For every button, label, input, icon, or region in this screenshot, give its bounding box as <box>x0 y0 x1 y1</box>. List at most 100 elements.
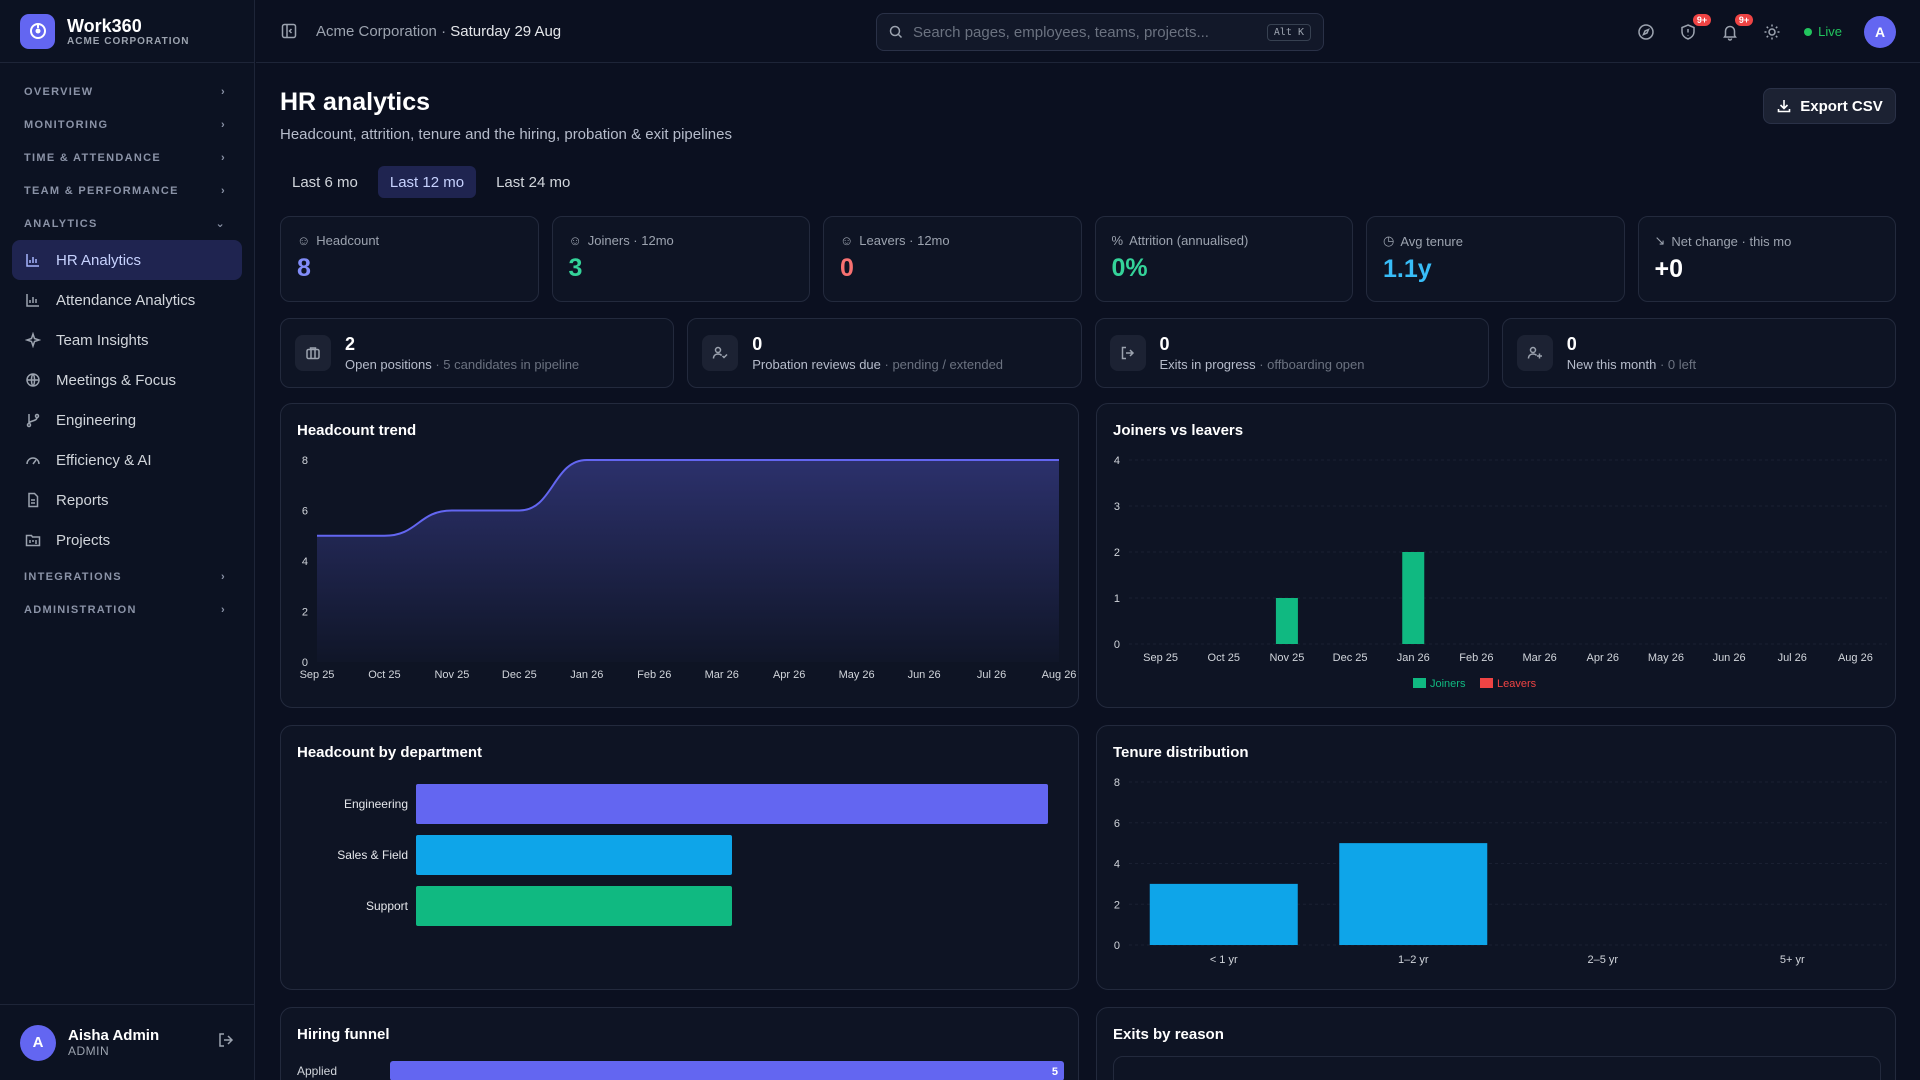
sidebar-item-efficiency-ai[interactable]: Efficiency & AI <box>12 440 242 480</box>
chevron-down-icon: ⌄ <box>215 218 226 230</box>
y-tick-label: 0 <box>1114 639 1120 651</box>
sidebar-item-engineering[interactable]: Engineering <box>12 400 242 440</box>
chevron-right-icon: › <box>221 85 226 98</box>
pipeline-note: · pending / extended <box>880 357 1004 372</box>
compass-icon[interactable] <box>1636 22 1656 42</box>
sparkles-icon <box>24 331 42 349</box>
x-tick-label: Apr 26 <box>773 669 805 681</box>
sidebar-item-meetings-focus[interactable]: Meetings & Focus <box>12 360 242 400</box>
sidebar: Work360 ACME CORPORATION OVERVIEW › MONIT… <box>0 0 255 1080</box>
sidebar-item-team-insights[interactable]: Team Insights <box>12 320 242 360</box>
alerts-badge: 9+ <box>1692 13 1712 26</box>
bar-chart-icon <box>24 251 42 269</box>
sidebar-item-label: Efficiency & AI <box>56 451 152 469</box>
pipeline-label: Probation reviews due <box>752 357 881 372</box>
sidebar-nav: OVERVIEW › MONITORING › TIME & ATTENDANCE ›… <box>0 63 254 626</box>
user-name: Aisha Admin <box>68 1027 160 1044</box>
sun-icon[interactable] <box>1762 22 1782 42</box>
chevron-right-icon: › <box>221 184 226 197</box>
export-csv-button[interactable]: Export CSV <box>1763 88 1896 124</box>
nav-section-time-attendance[interactable]: TIME & ATTENDANCE › <box>0 141 254 174</box>
x-tick-label: Dec 25 <box>1333 652 1368 664</box>
brand-logo-icon <box>20 13 55 49</box>
pipeline-exits[interactable]: 0 Exits in progress · offboarding open <box>1094 318 1489 388</box>
sidebar-item-hr-analytics[interactable]: HR Analytics <box>12 240 242 280</box>
pipeline-note: · 5 candidates in pipeline <box>431 357 580 372</box>
nav-section-overview[interactable]: OVERVIEW › <box>0 75 254 108</box>
tab-last-24-mo[interactable]: Last 24 mo <box>496 173 571 191</box>
bar-joiners <box>1402 552 1425 644</box>
tenure-bar <box>1339 843 1488 945</box>
card-headcount-trend: Headcount trend 0 2 4 6 8 Sep 25 Oct 25 Nov 25 D… <box>280 403 1079 708</box>
nav-section-analytics[interactable]: ANALYTICS ⌄ <box>0 207 254 240</box>
tab-last-6-mo[interactable]: Last 6 mo <box>292 173 358 191</box>
x-tick-label: 1–2 yr <box>1398 954 1429 966</box>
card-headcount-by-department: Headcount by department Engineering Sales… <box>280 725 1079 990</box>
sidebar-item-attendance-analytics[interactable]: Attendance Analytics <box>12 280 242 320</box>
bell-icon[interactable]: 9+ <box>1720 13 1754 42</box>
card-title: Headcount trend <box>297 422 417 439</box>
avatar[interactable]: A <box>20 1024 56 1061</box>
kpi-attrition: % Attrition (annualised) 0% <box>1094 216 1353 302</box>
area-fill <box>317 460 1059 662</box>
department-chart: Engineering Sales & Field Support <box>337 784 1048 926</box>
tab-last-12-mo[interactable]: Last 12 mo <box>377 166 477 198</box>
x-tick-label: Apr 26 <box>1587 652 1619 664</box>
pipeline-open-positions[interactable]: 2 Open positions · 5 candidates in pipel… <box>280 318 675 388</box>
legend-label: Joiners <box>1430 678 1466 690</box>
pipeline-label: New this month <box>1566 357 1657 372</box>
pipeline-probation-reviews[interactable]: 0 Probation reviews due · pending / exte… <box>687 318 1082 388</box>
search-input[interactable]: Search pages, employees, teams, projects… <box>876 13 1324 51</box>
nav-section-administration[interactable]: ADMINISTRATION › <box>0 593 254 626</box>
download-icon <box>1776 98 1792 114</box>
nav-section-label: ADMINISTRATION <box>24 603 137 616</box>
live-dot <box>1804 27 1813 36</box>
nav-section-team-performance[interactable]: TEAM & PERFORMANCE › <box>0 174 254 207</box>
pipeline-note: · 0 left <box>1656 357 1697 372</box>
kpi-label: Leavers · 12mo <box>859 233 950 248</box>
nav-section-monitoring[interactable]: MONITORING › <box>0 108 254 141</box>
kpi-label: Headcount <box>316 233 380 248</box>
live-label: Live <box>1818 24 1842 39</box>
x-tick-label: 2–5 yr <box>1587 954 1618 966</box>
kpi-value: +0 <box>1654 255 1684 283</box>
x-tick-label: 5+ yr <box>1780 954 1805 966</box>
pipeline-row: 2 Open positions · 5 candidates in pipel… <box>280 318 1896 388</box>
series-line <box>317 459 1059 537</box>
x-tick-label: Jan 26 <box>570 669 603 681</box>
logout-icon[interactable] <box>217 1031 235 1054</box>
user-minus-icon: ☺ <box>840 233 854 248</box>
globe-icon <box>24 371 42 389</box>
brand[interactable]: Work360 ACME CORPORATION <box>0 0 254 63</box>
kpi-leavers: ☺ Leavers · 12mo 0 <box>823 216 1082 302</box>
card-title: Tenure distribution <box>1113 744 1249 761</box>
shield-alert-icon[interactable]: 9+ <box>1678 13 1712 42</box>
x-tick-label: Dec 25 <box>502 669 537 681</box>
sidebar-item-reports[interactable]: Reports <box>12 480 242 520</box>
x-tick-label: Jun 26 <box>1713 652 1746 664</box>
topbar-avatar[interactable]: A <box>1864 15 1896 48</box>
hiring-funnel-chart: Applied 5 <box>297 1061 1064 1080</box>
sidebar-item-projects[interactable]: Projects <box>12 520 242 560</box>
search-icon <box>889 25 903 39</box>
sidebar-toggle-icon[interactable] <box>280 22 298 40</box>
kpi-label: Avg tenure <box>1400 233 1463 249</box>
user-plus-icon <box>1516 335 1553 371</box>
pipeline-new-this-month[interactable]: 0 New this month · 0 left <box>1501 318 1896 388</box>
kpi-label: Attrition (annualised) <box>1129 233 1249 248</box>
y-tick-label: 0 <box>1114 940 1120 952</box>
category-label: Engineering <box>344 797 408 811</box>
x-tick-label: Oct 25 <box>368 669 400 681</box>
kpi-value: 0 <box>840 254 854 282</box>
y-tick-label: 8 <box>1114 777 1120 789</box>
search-placeholder: Search pages, employees, teams, projects… <box>913 23 1209 41</box>
y-tick-label: 8 <box>302 455 308 467</box>
kpi-joiners: ☺ Joiners · 12mo 3 <box>551 216 810 302</box>
funnel-value-label: 5 <box>1052 1066 1058 1078</box>
y-tick-label: 2 <box>1114 899 1120 911</box>
nav-section-integrations[interactable]: INTEGRATIONS › <box>0 560 254 593</box>
legend-swatch <box>1413 678 1426 688</box>
pipeline-note: · offboarding open <box>1255 357 1365 372</box>
x-tick-label: Aug 26 <box>1042 669 1077 681</box>
y-tick-label: 2 <box>1114 547 1120 559</box>
